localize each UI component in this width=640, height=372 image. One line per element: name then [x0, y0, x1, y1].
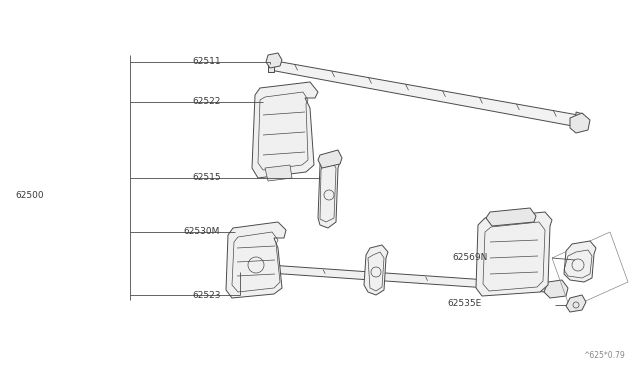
Text: 62522: 62522 [192, 97, 220, 106]
Polygon shape [576, 112, 583, 130]
Text: ^625*0.79: ^625*0.79 [583, 351, 625, 360]
Polygon shape [226, 222, 286, 298]
Text: 62530M: 62530M [183, 228, 220, 237]
Polygon shape [476, 212, 552, 296]
Polygon shape [364, 245, 388, 295]
Polygon shape [564, 241, 596, 282]
Polygon shape [544, 280, 568, 298]
Polygon shape [570, 113, 590, 133]
Text: 62569N: 62569N [452, 253, 488, 263]
Text: 62500: 62500 [15, 190, 44, 199]
Polygon shape [268, 58, 274, 72]
Polygon shape [240, 263, 560, 293]
Polygon shape [252, 82, 318, 178]
Text: 62523: 62523 [192, 291, 221, 299]
Polygon shape [270, 60, 578, 127]
Polygon shape [266, 53, 282, 68]
Text: 62515: 62515 [192, 173, 221, 183]
Text: 62535E: 62535E [447, 298, 481, 308]
Polygon shape [486, 208, 536, 226]
Polygon shape [566, 295, 586, 312]
Text: 62511: 62511 [192, 58, 221, 67]
Polygon shape [318, 155, 340, 228]
Polygon shape [318, 150, 342, 168]
Polygon shape [265, 165, 292, 181]
